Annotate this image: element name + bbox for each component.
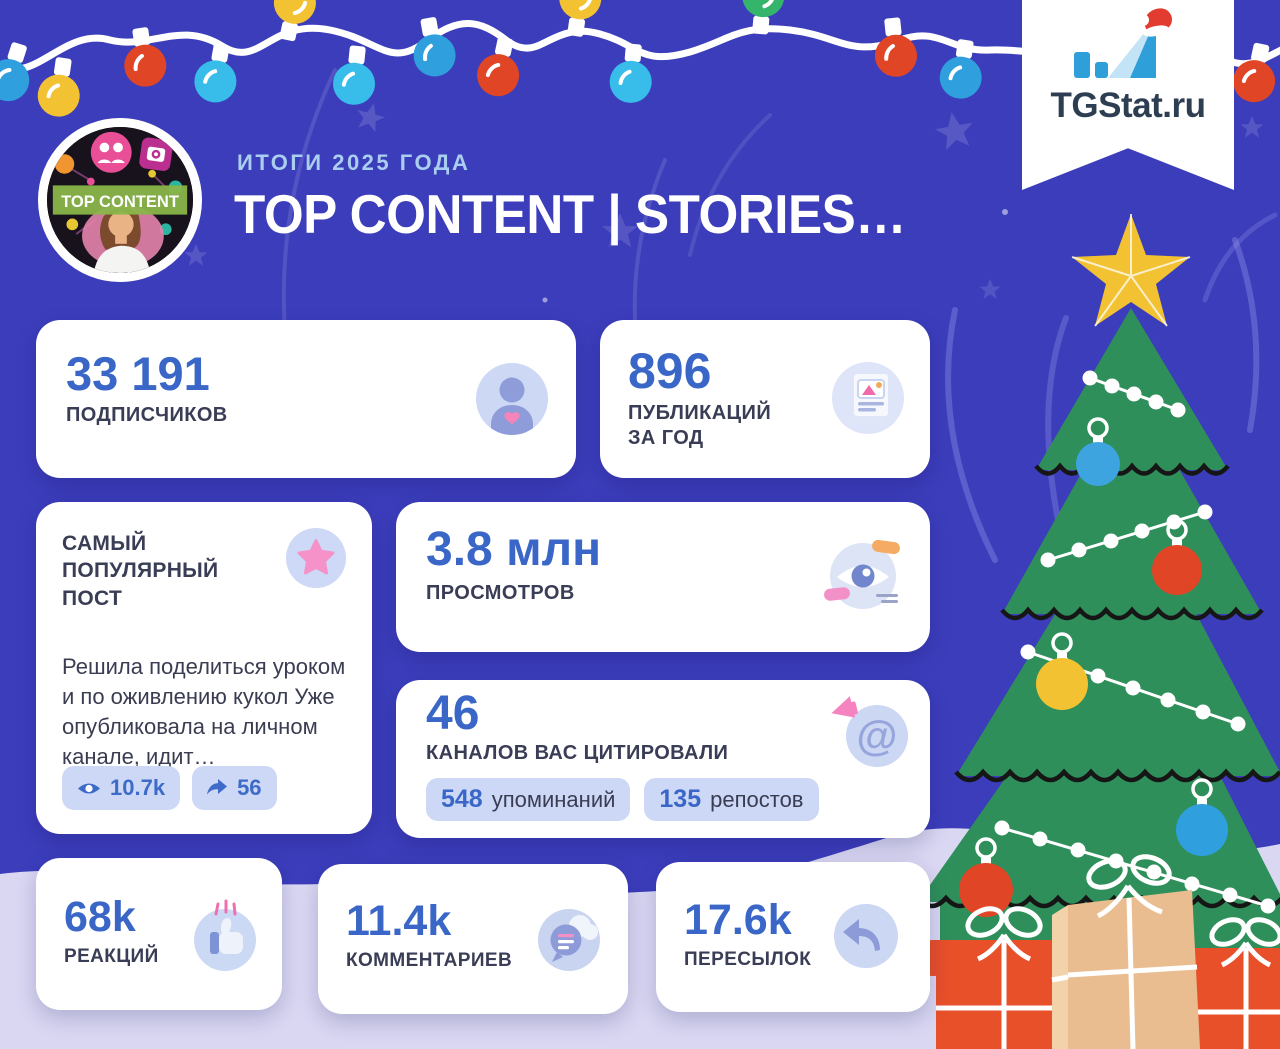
avatar-banner: TOP CONTENT bbox=[52, 185, 188, 215]
share-arrow-icon bbox=[207, 778, 228, 794]
mentions-value: 548 bbox=[441, 784, 483, 813]
gift-center bbox=[1051, 854, 1200, 1049]
thumbs-up-icon bbox=[194, 899, 256, 971]
mention-at-icon: @ bbox=[831, 696, 908, 767]
publication-document-icon bbox=[832, 362, 904, 434]
tree-star bbox=[1071, 214, 1191, 327]
avatar-illustration: TOP CONTENT bbox=[47, 127, 193, 273]
subscribers-card: 33 191 ПОДПИСЧИКОВ bbox=[36, 320, 576, 478]
top-post-card: САМЫЙ ПОПУЛЯРНЫЙ ПОСТ Решила поделиться … bbox=[36, 502, 372, 834]
megaphone-icon bbox=[831, 696, 858, 718]
shares-badge-value: 56 bbox=[237, 775, 262, 800]
santa-hat-icon bbox=[1137, 8, 1173, 37]
brand-name: TGStat.ru bbox=[1050, 86, 1206, 125]
mentions-label: упоминаний bbox=[491, 786, 616, 812]
subscriber-person-icon bbox=[476, 363, 548, 435]
eye-icon bbox=[78, 783, 100, 793]
forward-arrow-icon bbox=[834, 904, 898, 968]
reposts-badge: 135 репостов bbox=[644, 777, 819, 821]
svg-text:@: @ bbox=[857, 712, 898, 759]
publications-value: 896 bbox=[628, 343, 712, 399]
mentions-badge: 548 упоминаний bbox=[426, 777, 631, 821]
gift-left bbox=[926, 906, 1088, 1049]
shares-badge: 56 bbox=[192, 766, 277, 810]
svg-text:TOP CONTENT: TOP CONTENT bbox=[61, 192, 179, 211]
reactions-card: 68k РЕАКЦИЙ bbox=[36, 858, 282, 1010]
season-label: ИТОГИ 2025 ГОДА bbox=[237, 150, 471, 175]
channel-avatar: TOP CONTENT bbox=[38, 118, 202, 282]
reposts-value: 135 bbox=[659, 784, 702, 813]
citations-value: 46 bbox=[426, 687, 480, 740]
gift-right bbox=[1184, 917, 1280, 1049]
citations-label: КАНАЛОВ ВАС ЦИТИРОВАЛИ bbox=[426, 741, 729, 764]
top-post-title: САМЫЙ ПОПУЛЯРНЫЙ ПОСТ bbox=[62, 532, 219, 610]
subscribers-label: ПОДПИСЧИКОВ bbox=[66, 403, 228, 426]
views-badge: 10.7k bbox=[62, 766, 181, 810]
reposts-label: репостов bbox=[710, 786, 804, 812]
christmas-tree bbox=[916, 214, 1280, 993]
comments-bubble-icon bbox=[538, 909, 600, 971]
citations-card: 46 КАНАЛОВ ВАС ЦИТИРОВАЛИ 548 упоминаний… bbox=[396, 680, 930, 838]
forwards-card: 17.6k ПЕРЕСЫЛОК bbox=[656, 862, 930, 1012]
publications-label: ПУБЛИКАЦИЙ ЗА ГОД bbox=[628, 402, 772, 449]
views-card: 3.8 млн ПРОСМОТРОВ bbox=[396, 502, 930, 652]
subscribers-value: 33 191 bbox=[66, 347, 210, 400]
views-eye-icon bbox=[824, 539, 900, 609]
channel-title: TOP CONTENT | STORIES… bbox=[234, 183, 906, 245]
tree-ornaments bbox=[959, 417, 1228, 917]
views-value: 3.8 млн bbox=[426, 523, 602, 576]
people-badge-icon bbox=[90, 131, 132, 173]
tgstat-logo-icon bbox=[1074, 8, 1173, 78]
views-badge-value: 10.7k bbox=[110, 775, 166, 800]
tgstat-banner: TGStat.ru bbox=[1022, 0, 1234, 190]
publications-card: 896 ПУБЛИКАЦИЙ ЗА ГОД bbox=[600, 320, 930, 478]
views-label: ПРОСМОТРОВ bbox=[426, 581, 575, 604]
camera-badge-icon bbox=[139, 137, 173, 171]
comments-card: 11.4k КОММЕНТАРИЕВ bbox=[318, 864, 628, 1014]
popular-star-icon bbox=[286, 528, 346, 588]
top-post-excerpt: Решила поделиться уроком и по оживлению … bbox=[62, 654, 346, 770]
gift-boxes bbox=[926, 854, 1280, 1049]
